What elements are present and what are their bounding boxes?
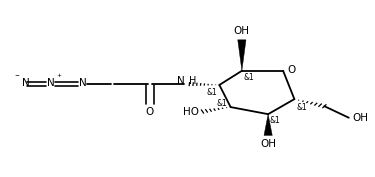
Text: O: O (146, 107, 154, 117)
Polygon shape (264, 114, 272, 135)
Text: OH: OH (260, 139, 276, 149)
Text: N: N (79, 78, 86, 88)
Text: N: N (177, 76, 184, 86)
Polygon shape (238, 40, 246, 71)
Text: H: H (189, 76, 197, 86)
Text: HO: HO (183, 107, 199, 116)
Text: O: O (288, 65, 296, 75)
Text: N: N (22, 78, 29, 88)
Text: &1: &1 (244, 73, 255, 82)
Text: $^{+}$: $^{+}$ (56, 73, 62, 82)
Text: OH: OH (352, 113, 369, 123)
Text: &1: &1 (296, 103, 307, 112)
Text: &1: &1 (217, 99, 228, 108)
Text: $^{-}$: $^{-}$ (13, 72, 20, 81)
Text: N: N (47, 78, 54, 88)
Text: &1: &1 (207, 88, 218, 97)
Text: OH: OH (234, 26, 250, 36)
Text: &1: &1 (270, 116, 281, 125)
